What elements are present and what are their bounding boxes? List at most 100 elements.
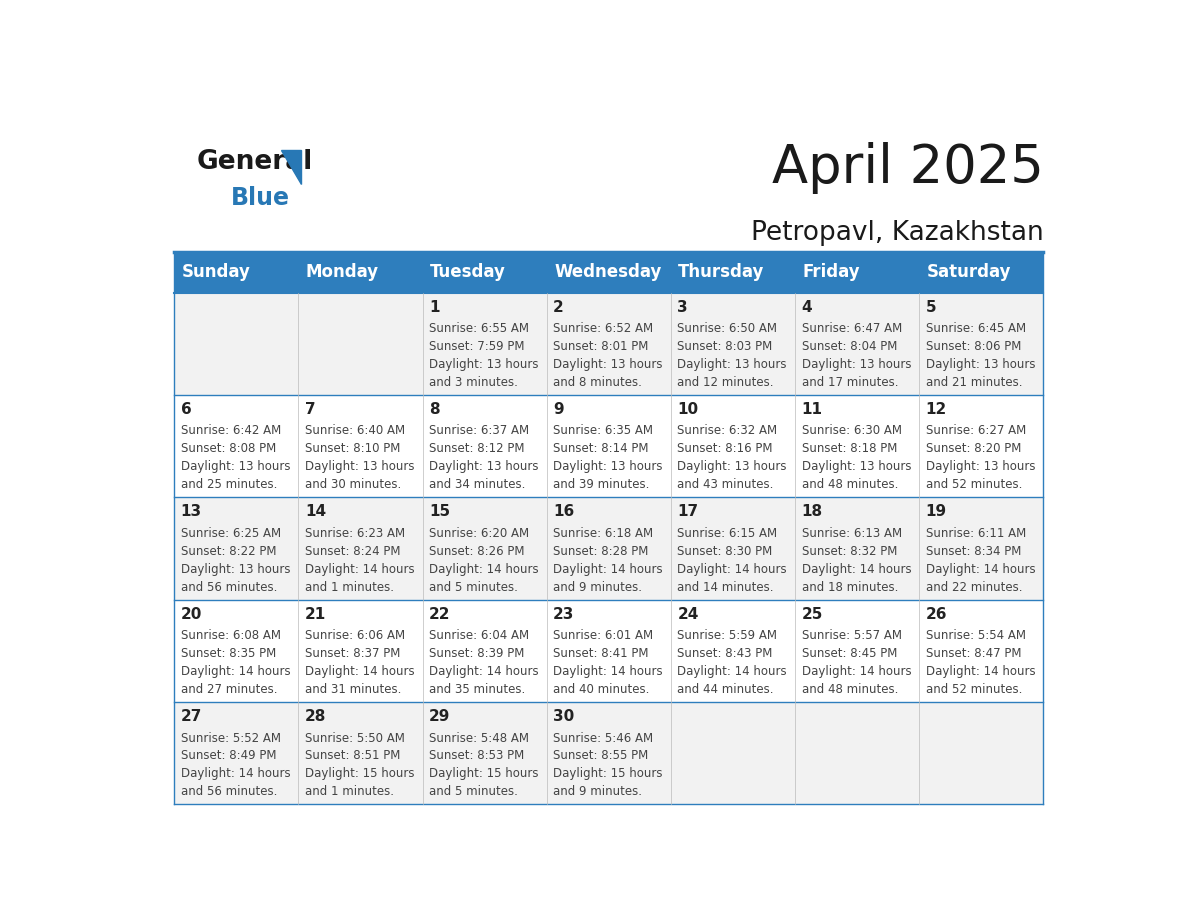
Text: Daylight: 13 hours: Daylight: 13 hours <box>429 358 538 371</box>
Polygon shape <box>282 151 302 185</box>
Text: Daylight: 13 hours: Daylight: 13 hours <box>181 460 290 474</box>
Text: 14: 14 <box>305 504 326 520</box>
Text: Sunday: Sunday <box>182 263 251 281</box>
Text: Sunrise: 6:50 AM: Sunrise: 6:50 AM <box>677 322 777 335</box>
Bar <box>175 293 298 395</box>
Text: Sunset: 8:22 PM: Sunset: 8:22 PM <box>181 544 277 558</box>
Text: Blue: Blue <box>232 185 290 210</box>
Text: Sunset: 8:39 PM: Sunset: 8:39 PM <box>429 647 524 660</box>
Bar <box>546 252 671 293</box>
Bar <box>546 498 671 599</box>
Text: and 8 minutes.: and 8 minutes. <box>554 375 642 389</box>
Text: 10: 10 <box>677 402 699 417</box>
Text: and 48 minutes.: and 48 minutes. <box>802 478 898 491</box>
Text: and 9 minutes.: and 9 minutes. <box>554 785 643 799</box>
Text: 4: 4 <box>802 299 813 315</box>
Text: and 17 minutes.: and 17 minutes. <box>802 375 898 389</box>
Text: Sunset: 8:08 PM: Sunset: 8:08 PM <box>181 442 276 455</box>
Text: 20: 20 <box>181 607 202 621</box>
Bar <box>298 395 423 498</box>
Bar <box>920 498 1043 599</box>
Text: 26: 26 <box>925 607 947 621</box>
Bar <box>671 498 795 599</box>
Text: Sunset: 8:53 PM: Sunset: 8:53 PM <box>429 749 524 763</box>
Text: 21: 21 <box>305 607 327 621</box>
Text: 22: 22 <box>429 607 450 621</box>
Text: and 40 minutes.: and 40 minutes. <box>554 683 650 696</box>
Bar <box>298 252 423 293</box>
Bar <box>423 498 546 599</box>
Bar <box>671 252 795 293</box>
Bar <box>546 599 671 702</box>
Text: Sunrise: 6:23 AM: Sunrise: 6:23 AM <box>305 527 405 540</box>
Text: 3: 3 <box>677 299 688 315</box>
Text: Sunrise: 5:48 AM: Sunrise: 5:48 AM <box>429 732 529 744</box>
Text: Sunrise: 6:15 AM: Sunrise: 6:15 AM <box>677 527 777 540</box>
Text: Sunrise: 5:46 AM: Sunrise: 5:46 AM <box>554 732 653 744</box>
Bar <box>546 395 671 498</box>
Bar <box>298 599 423 702</box>
Bar <box>795 395 920 498</box>
Text: 15: 15 <box>429 504 450 520</box>
Bar <box>920 395 1043 498</box>
Text: 30: 30 <box>554 709 575 724</box>
Text: Saturday: Saturday <box>927 263 1011 281</box>
Text: Friday: Friday <box>802 263 860 281</box>
Bar <box>298 293 423 395</box>
Text: Sunrise: 6:08 AM: Sunrise: 6:08 AM <box>181 629 280 643</box>
Text: 16: 16 <box>554 504 575 520</box>
Text: Daylight: 14 hours: Daylight: 14 hours <box>305 665 415 678</box>
Text: Sunrise: 6:30 AM: Sunrise: 6:30 AM <box>802 424 902 438</box>
Text: Sunrise: 5:52 AM: Sunrise: 5:52 AM <box>181 732 280 744</box>
Text: 2: 2 <box>554 299 564 315</box>
Text: Sunset: 8:01 PM: Sunset: 8:01 PM <box>554 340 649 353</box>
Text: 28: 28 <box>305 709 327 724</box>
Text: and 1 minutes.: and 1 minutes. <box>305 580 394 594</box>
Text: Sunset: 8:47 PM: Sunset: 8:47 PM <box>925 647 1022 660</box>
Text: and 22 minutes.: and 22 minutes. <box>925 580 1022 594</box>
Bar <box>175 498 298 599</box>
Text: and 56 minutes.: and 56 minutes. <box>181 580 277 594</box>
Text: and 56 minutes.: and 56 minutes. <box>181 785 277 799</box>
Text: Sunrise: 6:52 AM: Sunrise: 6:52 AM <box>554 322 653 335</box>
Text: Sunrise: 6:27 AM: Sunrise: 6:27 AM <box>925 424 1026 438</box>
Text: Sunset: 8:43 PM: Sunset: 8:43 PM <box>677 647 772 660</box>
Text: Monday: Monday <box>305 263 379 281</box>
Text: 13: 13 <box>181 504 202 520</box>
Text: 7: 7 <box>305 402 316 417</box>
Text: 25: 25 <box>802 607 823 621</box>
Bar <box>423 702 546 804</box>
Bar <box>546 702 671 804</box>
Text: Daylight: 13 hours: Daylight: 13 hours <box>802 358 911 371</box>
Text: and 3 minutes.: and 3 minutes. <box>429 375 518 389</box>
Text: Sunset: 8:41 PM: Sunset: 8:41 PM <box>554 647 649 660</box>
Text: Daylight: 13 hours: Daylight: 13 hours <box>925 460 1035 474</box>
Text: Daylight: 15 hours: Daylight: 15 hours <box>305 767 415 780</box>
Text: Daylight: 13 hours: Daylight: 13 hours <box>554 358 663 371</box>
Text: Sunset: 8:24 PM: Sunset: 8:24 PM <box>305 544 400 558</box>
Text: Daylight: 13 hours: Daylight: 13 hours <box>554 460 663 474</box>
Text: and 30 minutes.: and 30 minutes. <box>305 478 402 491</box>
Text: and 14 minutes.: and 14 minutes. <box>677 580 773 594</box>
Text: Sunset: 8:18 PM: Sunset: 8:18 PM <box>802 442 897 455</box>
Text: Daylight: 14 hours: Daylight: 14 hours <box>554 665 663 678</box>
Text: and 39 minutes.: and 39 minutes. <box>554 478 650 491</box>
Text: 8: 8 <box>429 402 440 417</box>
Text: 9: 9 <box>554 402 564 417</box>
Text: Daylight: 14 hours: Daylight: 14 hours <box>181 665 290 678</box>
Text: Sunset: 8:49 PM: Sunset: 8:49 PM <box>181 749 277 763</box>
Text: Sunset: 8:10 PM: Sunset: 8:10 PM <box>305 442 400 455</box>
Text: and 35 minutes.: and 35 minutes. <box>429 683 525 696</box>
Bar <box>175 395 298 498</box>
Text: and 27 minutes.: and 27 minutes. <box>181 683 277 696</box>
Text: Sunset: 8:51 PM: Sunset: 8:51 PM <box>305 749 400 763</box>
Bar <box>671 395 795 498</box>
Text: Sunrise: 5:50 AM: Sunrise: 5:50 AM <box>305 732 405 744</box>
Text: and 9 minutes.: and 9 minutes. <box>554 580 643 594</box>
Text: Sunrise: 6:20 AM: Sunrise: 6:20 AM <box>429 527 529 540</box>
Text: 17: 17 <box>677 504 699 520</box>
Text: and 5 minutes.: and 5 minutes. <box>429 580 518 594</box>
Text: Daylight: 13 hours: Daylight: 13 hours <box>181 563 290 576</box>
Text: Daylight: 13 hours: Daylight: 13 hours <box>677 460 786 474</box>
Text: Sunset: 8:20 PM: Sunset: 8:20 PM <box>925 442 1020 455</box>
